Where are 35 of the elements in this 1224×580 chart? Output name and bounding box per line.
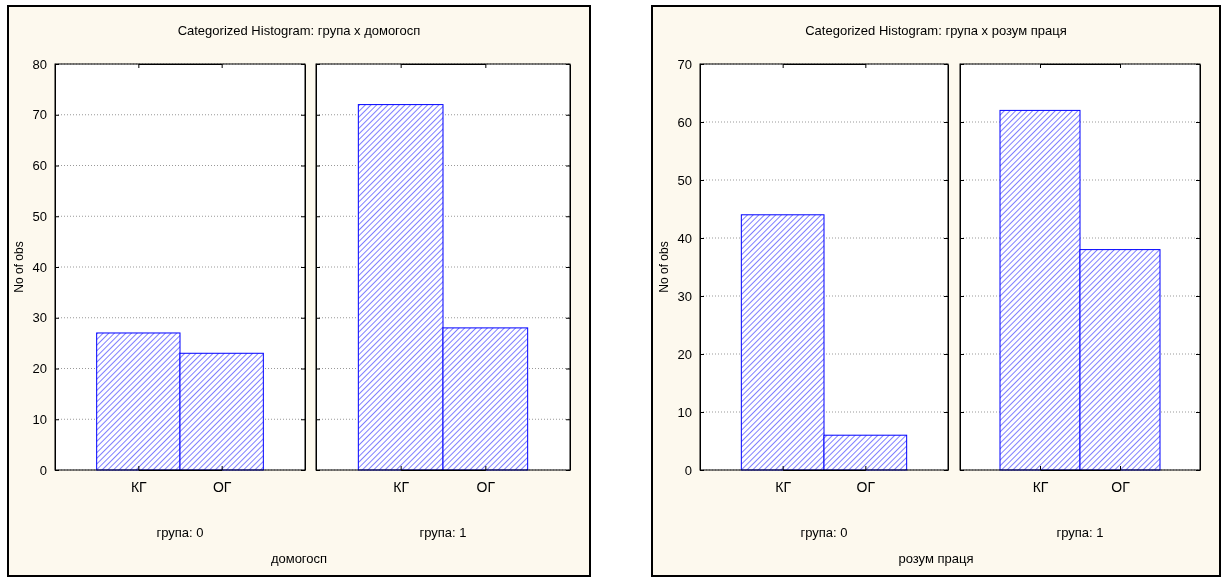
- y-tick-label: 20: [32, 361, 47, 377]
- y-tick-label: 80: [32, 56, 47, 72]
- x-tick-label: ОГ: [212, 478, 232, 495]
- y-tick-label: 20: [677, 346, 692, 362]
- y-tick-label: 40: [677, 230, 692, 246]
- x-axis-title: група: 0: [156, 525, 204, 540]
- x-tick-label: ОГ: [1111, 478, 1131, 495]
- y-tick-label: 30: [32, 310, 47, 326]
- y-tick-label: 10: [32, 411, 47, 427]
- y-tick-label: 30: [677, 288, 692, 304]
- y-axis-title: No of obs: [657, 241, 671, 293]
- x-axis-title: група: 0: [800, 525, 848, 540]
- x-tick-label: КГ: [393, 478, 410, 495]
- x-axis-title: група: 1: [419, 525, 467, 540]
- text: розум праця: [898, 551, 974, 566]
- y-tick-label: 0: [39, 462, 47, 478]
- y-tick-label: 60: [677, 114, 692, 130]
- y-tick-label: 70: [32, 107, 47, 123]
- y-tick-label: 50: [32, 208, 47, 224]
- x-tick-label: ОГ: [856, 478, 876, 495]
- y-tick-label: 10: [677, 404, 692, 420]
- y-tick-label: 70: [677, 56, 692, 72]
- y-tick-label: 40: [32, 259, 47, 275]
- x-tick-label: ОГ: [476, 478, 496, 495]
- y-tick-label: 60: [32, 158, 47, 174]
- x-tick-label: КГ: [1032, 478, 1049, 495]
- y-tick-label: 0: [684, 462, 692, 478]
- y-axis-title: No of obs: [12, 241, 26, 293]
- x-axis-title: група: 1: [1056, 525, 1104, 540]
- chart-title: Categorized Histogram: група x розум праця: [805, 23, 1067, 38]
- x-tick-label: КГ: [775, 478, 792, 495]
- chart-title: Categorized Histogram: група x домогосп: [177, 23, 421, 38]
- y-tick-label: 50: [677, 172, 692, 188]
- text: домогосп: [270, 551, 328, 566]
- x-tick-label: КГ: [130, 478, 148, 495]
